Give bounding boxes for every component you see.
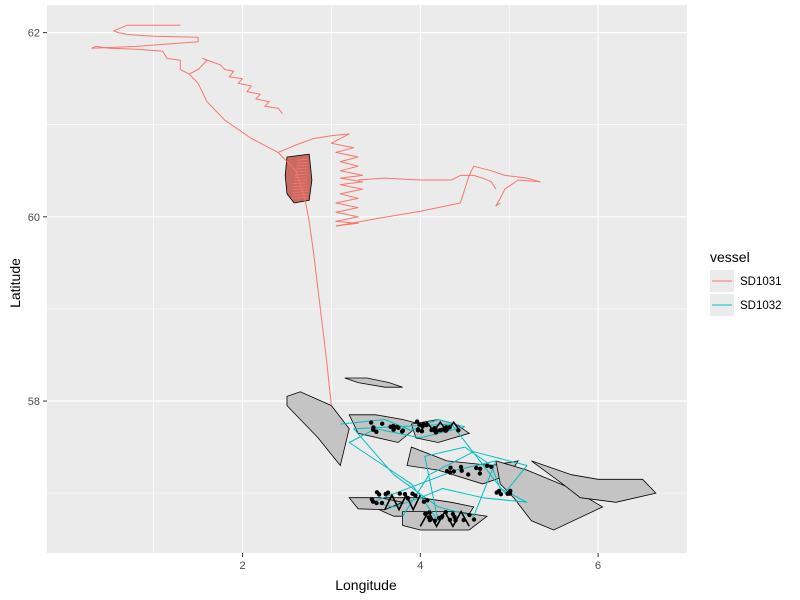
- track-point: [421, 499, 427, 504]
- track-sd1031-1: [188, 73, 332, 406]
- track-point: [474, 465, 479, 471]
- track-point: [410, 491, 415, 496]
- track-point: [374, 429, 379, 434]
- track-point: [371, 425, 376, 430]
- track-point: [459, 468, 464, 473]
- track-point: [507, 491, 513, 496]
- track-sd1031-3: [91, 24, 199, 49]
- track-zigzag-3: [419, 420, 461, 433]
- x-tick-label: 6: [595, 560, 601, 572]
- track-point: [444, 468, 450, 474]
- track-sd1031-4: [188, 57, 283, 115]
- track-point: [451, 469, 456, 474]
- track-point: [489, 464, 494, 469]
- track-sd1031-hatch: [291, 194, 308, 196]
- track-point: [391, 427, 396, 432]
- track-point: [425, 498, 430, 503]
- vessel-tracks: [91, 24, 541, 522]
- track-point: [377, 492, 382, 497]
- track-point: [433, 430, 439, 435]
- track-sd1031-7: [358, 174, 497, 190]
- x-axis-title: Longitude: [335, 577, 397, 593]
- track-point: [478, 466, 483, 471]
- track-point: [388, 424, 393, 429]
- track-sd1031-hatch: [297, 158, 308, 161]
- track-sd1031-hatch: [294, 179, 308, 182]
- track-point: [414, 419, 420, 424]
- track-point: [370, 499, 376, 504]
- track-point: [369, 420, 374, 425]
- track-point: [448, 465, 453, 470]
- track-point: [467, 512, 472, 518]
- track-point: [379, 500, 385, 506]
- track-point: [394, 424, 400, 430]
- survey-area-1: [286, 391, 350, 467]
- survey-area-6: [531, 460, 657, 503]
- track-point: [477, 471, 483, 476]
- track-point: [498, 492, 504, 497]
- track-sd1031-hatch: [292, 188, 308, 190]
- track-sd1031-hatch: [296, 161, 308, 164]
- track-point: [458, 464, 464, 470]
- track-point: [471, 517, 477, 522]
- y-tick-label: 62: [28, 28, 40, 40]
- track-zigzag-2: [384, 493, 422, 512]
- track-point: [397, 491, 402, 496]
- track-sd1032-1: [340, 419, 528, 522]
- track-points: [369, 419, 513, 528]
- track-point: [417, 422, 422, 427]
- track-sd1031-hatch: [293, 182, 308, 185]
- track-sd1031-6: [335, 165, 541, 227]
- track-point: [496, 488, 502, 494]
- legend-label-sd1032: SD1032: [740, 300, 782, 312]
- grid-minor: [47, 5, 687, 553]
- track-sd1031-hatch: [296, 164, 308, 167]
- track-point: [380, 421, 385, 426]
- track-point: [400, 428, 405, 433]
- legend-title: vessel: [710, 249, 750, 265]
- plot-panel: [47, 5, 687, 553]
- track-sd1031-hatch: [295, 170, 308, 173]
- track-point: [415, 427, 421, 432]
- grid-major: [47, 5, 687, 553]
- track-sd1031-2: [91, 45, 190, 75]
- track-zigzag-1: [419, 509, 470, 528]
- legend: vessel SD1031 SD1032: [710, 249, 782, 316]
- track-point: [383, 491, 388, 497]
- track-sd1031-hatch: [295, 167, 308, 170]
- track-point: [450, 511, 456, 517]
- track-sd1031-hatch: [292, 191, 308, 193]
- track-point: [440, 427, 445, 432]
- track-point: [374, 500, 379, 506]
- y-axis-title: Latitude: [7, 258, 23, 308]
- track-point: [427, 517, 433, 523]
- x-tick-label: 2: [239, 560, 245, 572]
- legend-label-sd1031: SD1031: [740, 276, 782, 288]
- track-point: [484, 463, 490, 468]
- y-tick-label: 60: [28, 212, 40, 224]
- track-sd1031-hatch: [294, 176, 308, 179]
- survey-area-5: [495, 460, 604, 531]
- y-tick-label: 58: [28, 396, 40, 408]
- track-sd1031-5: [277, 133, 364, 227]
- track-point: [466, 472, 471, 477]
- x-tick-label: 4: [417, 560, 423, 572]
- survey-area-10: [344, 377, 403, 388]
- axes: 2 4 6 58 60 62: [28, 28, 601, 572]
